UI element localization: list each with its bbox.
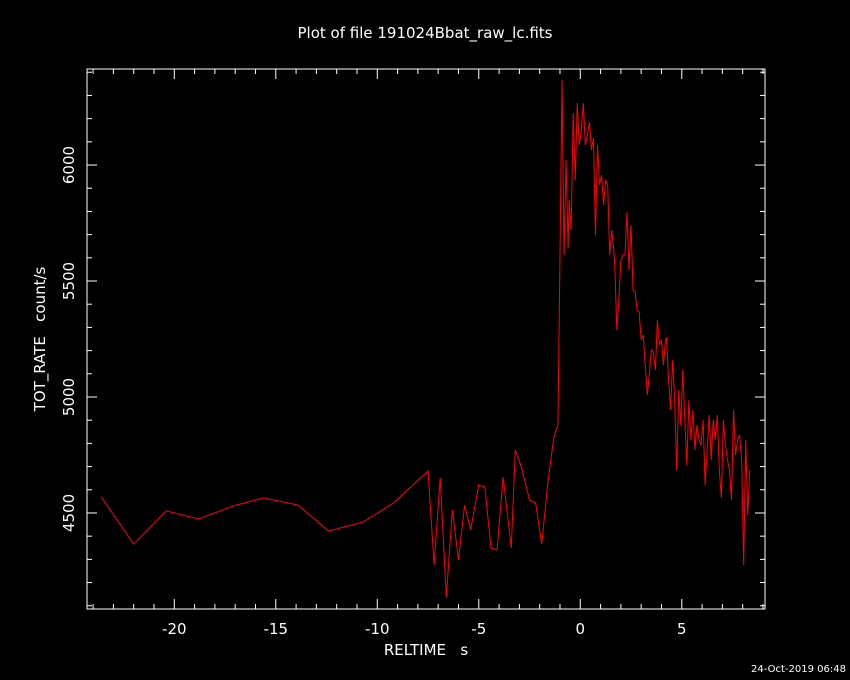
x-tick-label: -10 <box>365 620 390 638</box>
y-tick-label: 4500 <box>60 494 78 532</box>
y-tick-label: 5000 <box>60 378 78 416</box>
x-tick-label: -20 <box>162 620 187 638</box>
x-tick-label: 5 <box>677 620 687 638</box>
chart-title: Plot of file 191024Bbat_raw_lc.fits <box>298 24 553 43</box>
x-tick-label: -5 <box>471 620 486 638</box>
y-tick-label: 6000 <box>60 146 78 184</box>
x-axis-label: RELTIME s <box>384 641 469 659</box>
y-tick-label: 5500 <box>60 262 78 300</box>
x-tick-label: 0 <box>576 620 586 638</box>
y-axis-label: TOT_RATE count/s <box>31 266 50 412</box>
data-line <box>100 79 751 597</box>
plot-frame <box>86 68 766 610</box>
timestamp: 24-Oct-2019 06:48 <box>751 664 846 675</box>
x-tick-label: -15 <box>264 620 289 638</box>
